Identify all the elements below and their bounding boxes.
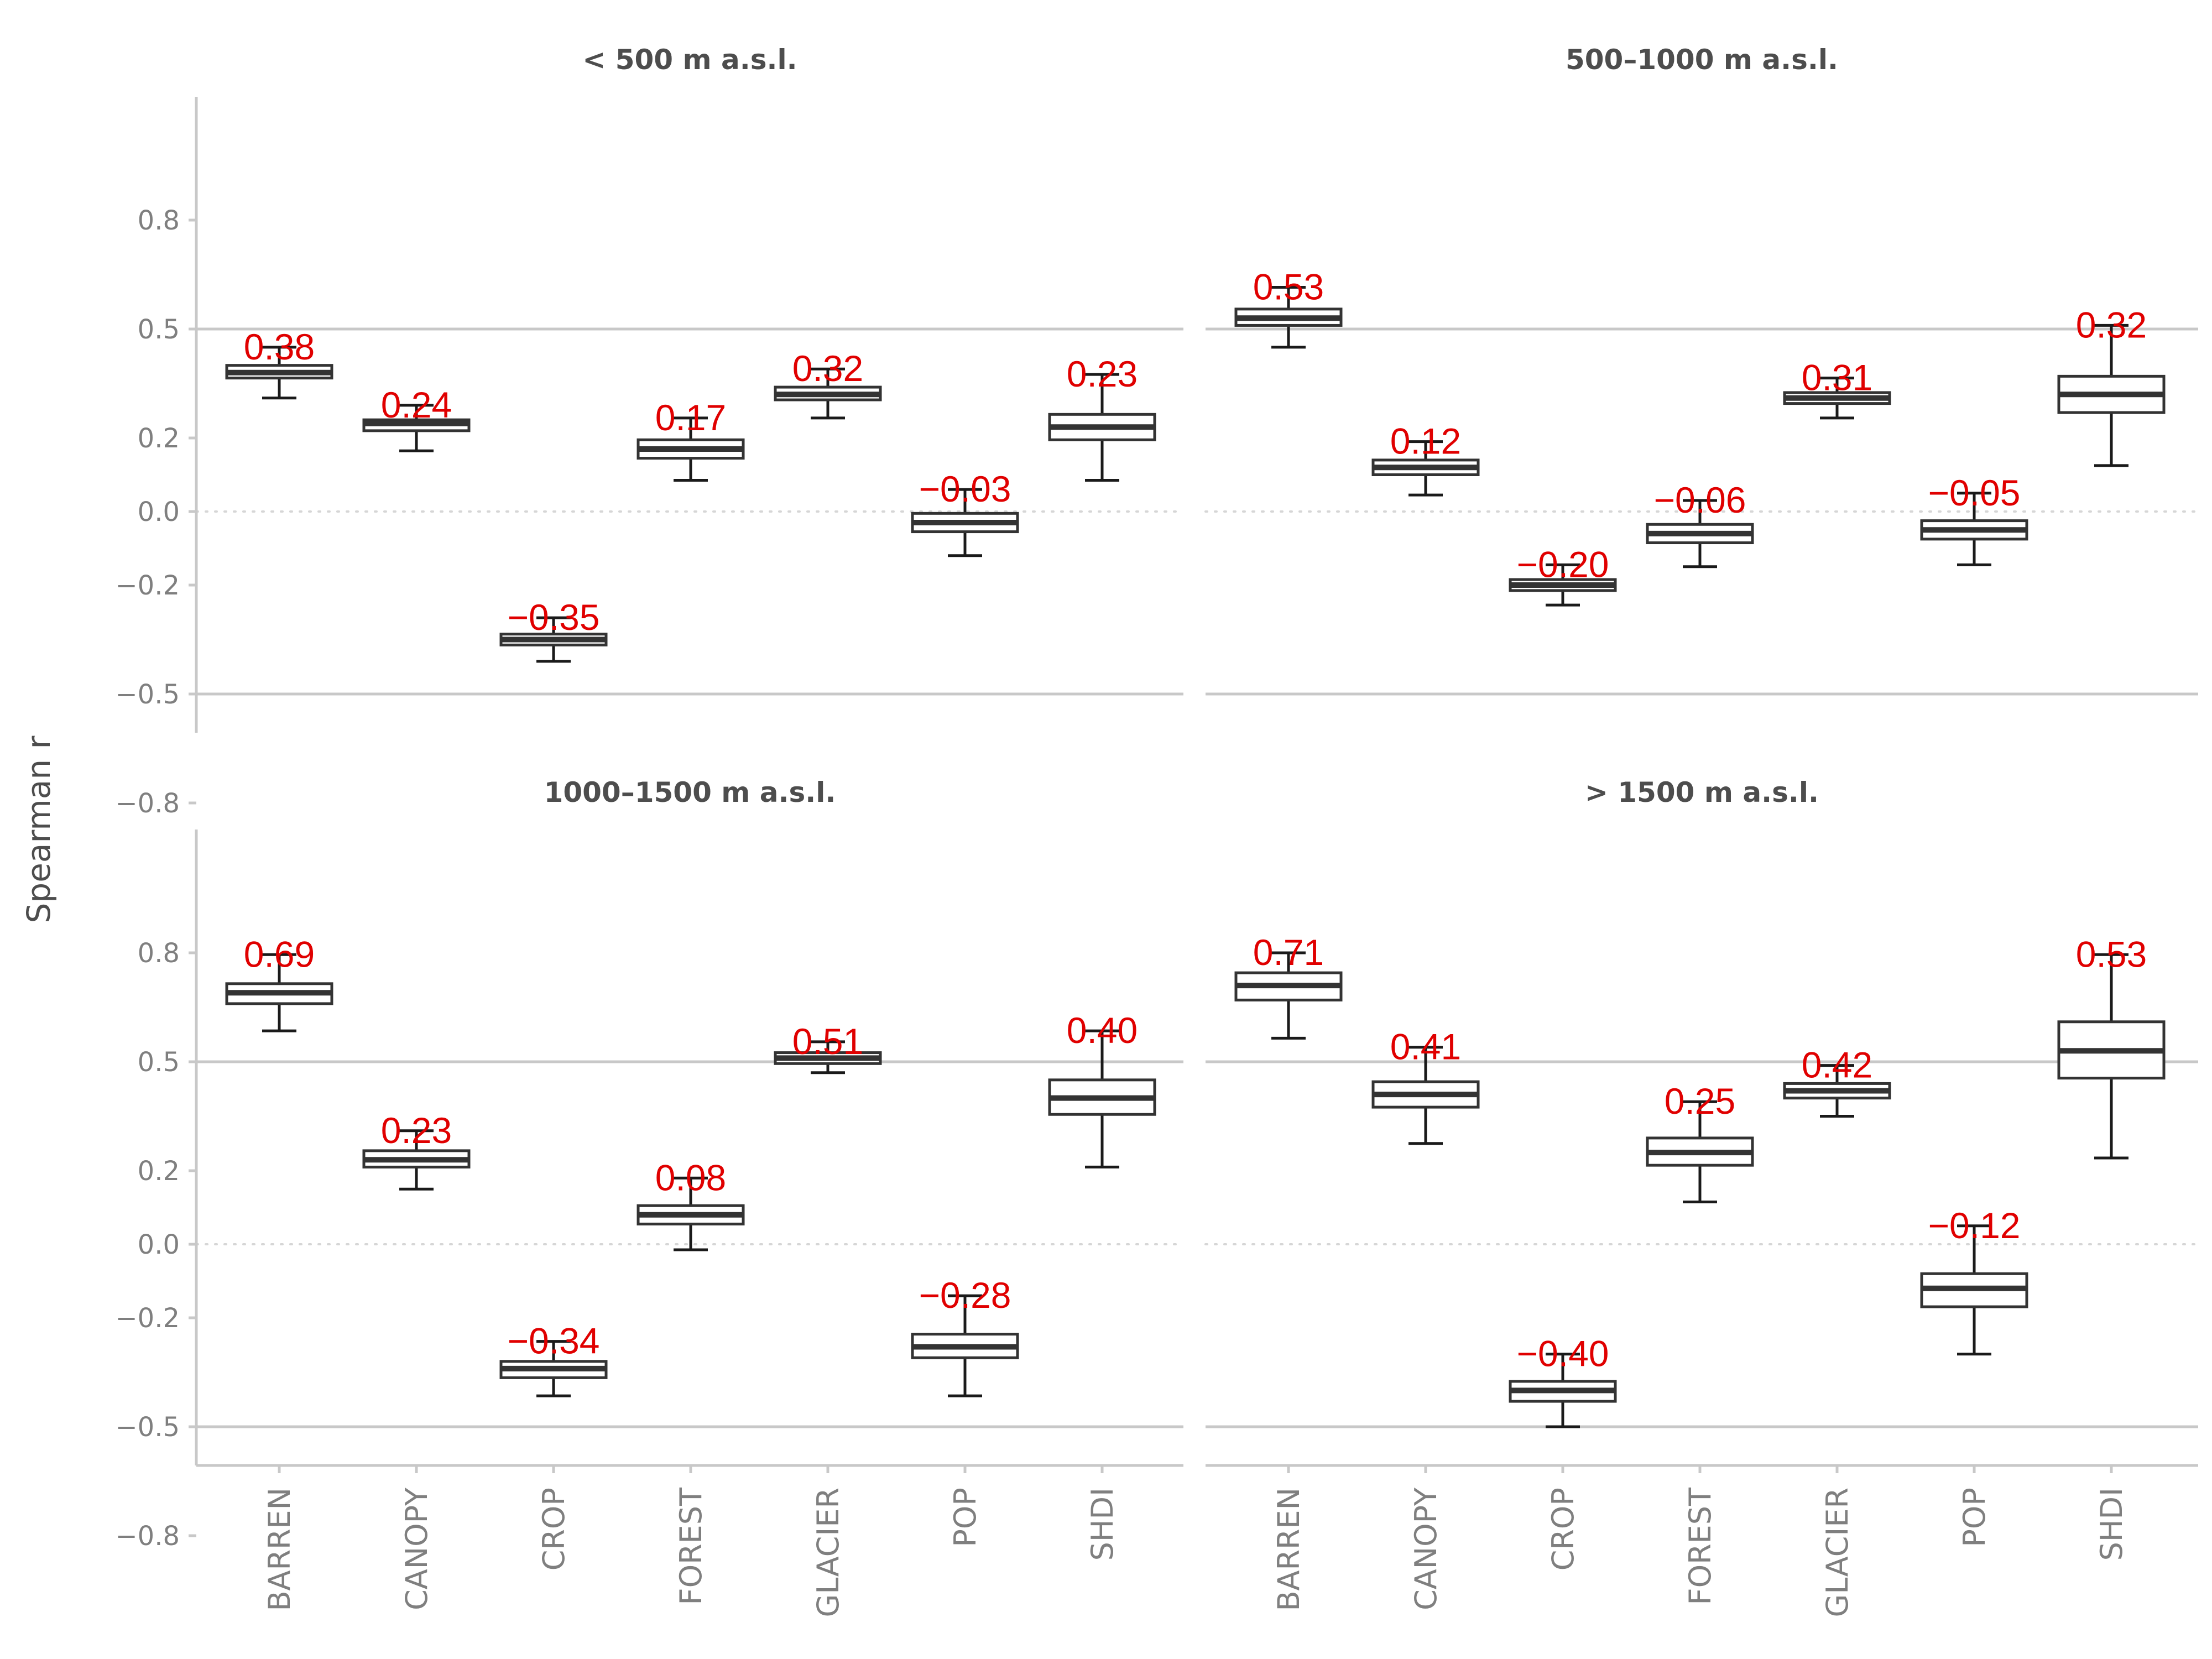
panel-title: < 500 m a.s.l. (582, 44, 797, 76)
y-tick-label: 0.5 (138, 1047, 180, 1078)
x-category-label: SHDI (2094, 1488, 2129, 1561)
x-category-label: POP (948, 1488, 983, 1547)
value-label: 0.32 (792, 348, 863, 389)
y-axis-title: Spearman r (20, 735, 58, 923)
value-label: 0.31 (1802, 357, 1872, 398)
y-tick-label: −0.2 (115, 1303, 180, 1334)
value-label: 0.23 (381, 1110, 452, 1151)
y-tick-label: 0.2 (138, 1156, 180, 1187)
y-tick-label: 0.0 (138, 1229, 180, 1260)
value-label: −0.40 (1517, 1333, 1609, 1374)
value-label: 0.53 (1253, 266, 1324, 307)
y-tick-label: −0.2 (115, 570, 180, 601)
y-tick-label: 0.2 (138, 423, 180, 454)
facet-panel: 500–1000 m a.s.l. 0.53 0.12 −0.20 −0.06 0.31 −… (1204, 44, 2199, 696)
y-tick-label: −0.5 (115, 1412, 180, 1443)
value-label: 0.23 (1067, 353, 1138, 394)
value-label: 0.71 (1253, 932, 1324, 973)
value-label: −0.28 (919, 1275, 1011, 1316)
y-tick-label: −0.8 (115, 1521, 180, 1552)
value-label: 0.24 (381, 384, 452, 425)
panel-title: 500–1000 m a.s.l. (1566, 44, 1838, 76)
value-label: −0.05 (1928, 472, 2021, 513)
value-label: −0.34 (508, 1321, 600, 1361)
y-tick-label: −0.8 (115, 788, 180, 819)
x-category-label: SHDI (1085, 1488, 1120, 1561)
y-tick-label: 0.8 (138, 938, 180, 969)
x-category-label: FOREST (674, 1487, 708, 1605)
value-label: 0.38 (244, 326, 315, 367)
x-category-label: CROP (1546, 1488, 1580, 1571)
value-label: 0.40 (1067, 1010, 1138, 1051)
x-category-label: BARREN (1271, 1488, 1306, 1611)
value-label: −0.06 (1654, 479, 1746, 520)
y-tick-label: 0.8 (138, 205, 180, 236)
x-category-label: GLACIER (811, 1488, 846, 1617)
value-label: −0.20 (1517, 544, 1609, 585)
value-label: 0.53 (2076, 933, 2147, 974)
y-tick-label: 0.5 (138, 314, 180, 345)
x-category-label: BARREN (262, 1488, 297, 1611)
value-label: 0.25 (1665, 1081, 1735, 1121)
panel-title: 1000–1500 m a.s.l. (544, 776, 836, 808)
x-category-label: GLACIER (1820, 1488, 1855, 1617)
value-label: 0.51 (792, 1021, 863, 1062)
value-label: 0.69 (244, 933, 315, 974)
x-category-label: CROP (536, 1488, 571, 1571)
x-category-label: CANOPY (1408, 1487, 1443, 1610)
value-label: 0.08 (655, 1157, 726, 1198)
facet-panel: > 1500 m a.s.l. 0.71 BARREN 0.41 CANOPY −0.40… (1204, 776, 2199, 1617)
x-category-label: POP (1957, 1488, 1992, 1547)
facet-panel: 1000–1500 m a.s.l. −0.8 −0.5 −0.2 0.0 0.2 0.5 0… (115, 776, 1185, 1617)
value-label: 0.12 (1390, 421, 1461, 462)
facet-panels: < 500 m a.s.l. −0.8 −0.5 −0.2 0.0 0.2 0.5 0.8 0.… (115, 44, 2199, 1617)
y-tick-label: −0.5 (115, 679, 180, 710)
x-category-label: CANOPY (399, 1487, 434, 1610)
value-label: −0.35 (508, 597, 600, 638)
value-label: 0.32 (2076, 304, 2147, 345)
value-label: −0.03 (919, 468, 1011, 509)
y-tick-label: 0.0 (138, 497, 180, 528)
x-category-label: FOREST (1683, 1487, 1718, 1605)
value-label: 0.42 (1802, 1045, 1872, 1086)
panel-title: > 1500 m a.s.l. (1585, 776, 1819, 808)
value-label: 0.17 (655, 397, 726, 438)
value-label: 0.41 (1390, 1026, 1461, 1067)
value-label: −0.12 (1928, 1205, 2021, 1246)
facet-panel: < 500 m a.s.l. −0.8 −0.5 −0.2 0.0 0.2 0.5 0.8 0.… (115, 44, 1185, 819)
